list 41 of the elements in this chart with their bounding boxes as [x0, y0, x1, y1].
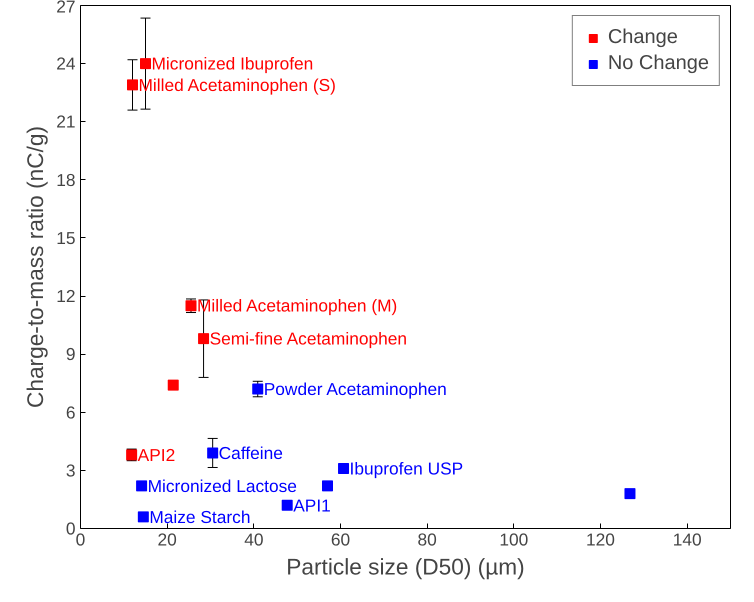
- y-tick-label: 24: [56, 54, 76, 74]
- y-tick-label: 6: [66, 402, 76, 422]
- annotation: Powder Acetaminophen: [264, 379, 447, 400]
- y-tick-label: 27: [56, 0, 76, 16]
- annotation: Caffeine: [218, 442, 283, 463]
- x-tick-label: 100: [499, 530, 528, 550]
- y-axis-title: Charge-to-mass ratio (nC/g): [22, 126, 48, 408]
- y-tick-label: 21: [56, 112, 76, 132]
- y-tick-label: 9: [66, 344, 76, 364]
- annotation: API2: [138, 444, 176, 465]
- y-tick-label: 3: [66, 460, 76, 480]
- annotation: Ibuprofen USP: [350, 458, 464, 478]
- y-tick-label: 12: [56, 286, 76, 306]
- point: [338, 462, 350, 474]
- y-tick-label: 18: [56, 170, 76, 190]
- x-axis-title: Particle size (D50) (µm): [286, 554, 525, 580]
- annotation: API1: [293, 495, 331, 516]
- point: [322, 480, 333, 492]
- point: [127, 79, 138, 90]
- point: [136, 480, 148, 492]
- y-tick-label: 15: [56, 228, 76, 248]
- x-tick-label: 140: [672, 530, 702, 550]
- annotation: Micronized Ibuprofen: [152, 54, 314, 74]
- point: [252, 384, 264, 395]
- point: [168, 380, 179, 391]
- point: [282, 500, 293, 511]
- point: [207, 447, 218, 458]
- point: [140, 58, 151, 70]
- legend-label: Change: [608, 26, 678, 49]
- x-tick-label: 120: [586, 530, 615, 550]
- x-tick-label: 40: [244, 530, 264, 550]
- x-tick-label: 80: [418, 530, 437, 550]
- x-tick-label: 20: [158, 530, 177, 550]
- point: [138, 511, 149, 522]
- legend-label: No Change: [608, 52, 709, 75]
- point: [624, 488, 636, 500]
- annotation: Semi-fine Acetaminophen: [210, 328, 408, 349]
- x-tick-label: 60: [330, 530, 350, 550]
- point: [198, 333, 210, 344]
- annotation: Micronized Lactose: [148, 476, 297, 496]
- annotation: Maize Starch: [149, 506, 250, 527]
